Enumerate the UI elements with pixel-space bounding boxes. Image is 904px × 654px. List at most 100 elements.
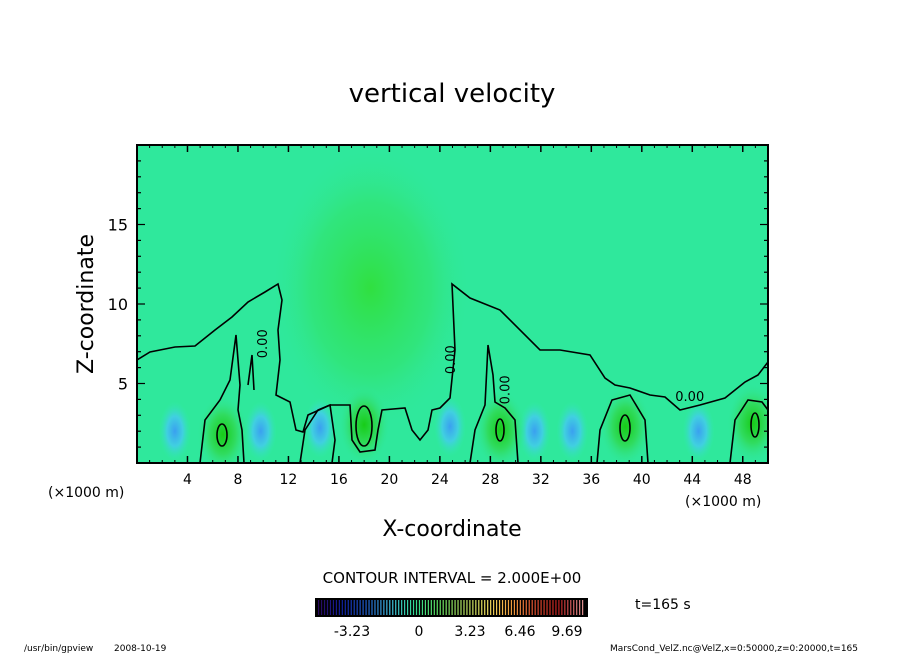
colorbar-stripe [365, 600, 367, 615]
x-axis-label: X-coordinate [382, 517, 521, 542]
colorbar-stripe [329, 600, 332, 615]
colorbar-stripe [335, 600, 337, 615]
updraft-core [599, 386, 652, 463]
colorbar-stripe [347, 600, 349, 615]
colorbar-stripe [567, 600, 569, 615]
y-tick-label: 15 [108, 216, 128, 235]
zero-contour-lines [137, 282, 768, 463]
colorbar-stripe [380, 600, 382, 615]
downdraft-core [518, 401, 551, 462]
downdraft-core [244, 401, 277, 462]
colorbar-stripe [516, 600, 518, 615]
colorbar-stripe [463, 600, 465, 615]
colorbar-stripe [424, 600, 426, 615]
colorbar-stripe [490, 600, 492, 615]
x-tick-label: 40 [633, 472, 651, 488]
colorbar-stripe [478, 600, 480, 615]
colorbar-stripe [484, 600, 486, 615]
colorbar-stripe [341, 600, 343, 615]
x-tick-label: 8 [233, 472, 242, 488]
colorbar-stripe [504, 600, 507, 615]
colorbar-stripe [412, 600, 415, 615]
colorbar-stripe [528, 600, 530, 615]
x-tick-label: 24 [431, 472, 449, 488]
colorbar-stripe [507, 600, 510, 615]
colorbar-stripe [460, 600, 462, 615]
colorbar-stripe [537, 600, 539, 615]
colorbar-stripe [457, 600, 459, 615]
colorbar-stripe [374, 600, 376, 615]
colorbar-stripe [318, 600, 320, 615]
updraft-core [474, 389, 527, 463]
colorbar-stripe [323, 600, 326, 615]
colorbar-stripe [519, 600, 521, 615]
colorbar-stripe [487, 600, 489, 615]
downdraft-core [158, 401, 191, 462]
colorbar-stripe [481, 600, 483, 615]
colorbar-stripe [356, 600, 358, 615]
colorbar-stripe [576, 600, 578, 615]
colorbar-stripe [398, 600, 400, 615]
colorbar-stripe [320, 600, 323, 615]
colorbar-stripe [407, 600, 409, 615]
colorbar-stripe [386, 600, 388, 615]
contour-label: 0.00 [444, 345, 459, 374]
time-label: t=165 s [635, 597, 691, 613]
colorbar-stripe [546, 600, 548, 615]
x-tick-label: 20 [380, 472, 398, 488]
colorbar-stripe [395, 600, 397, 615]
colorbar: -3.23 0 3.23 6.46 9.69 [315, 598, 588, 640]
x-unit-right: (×1000 m) [685, 494, 761, 510]
colorbar-stripe [368, 600, 370, 615]
colorbar-stripe [442, 600, 444, 615]
y-tick-label: 10 [108, 295, 128, 314]
colorbar-stripe [501, 600, 504, 615]
colorbar-stripe [418, 600, 421, 615]
x-tick-label: 36 [582, 472, 600, 488]
x-tick-label: 16 [330, 472, 348, 488]
colorbar-stripe [389, 600, 391, 615]
colorbar-stripe [469, 600, 471, 615]
x-tick-label: 28 [481, 472, 499, 488]
contour-label: 0.00 [675, 390, 704, 405]
colorbar-stripe [564, 600, 566, 615]
colorbar-stripe [472, 600, 474, 615]
colorbar-stripe [353, 600, 355, 615]
colorbar-stripe [513, 600, 515, 615]
updraft-core [726, 383, 768, 463]
colorbar-stripe [371, 600, 373, 615]
colorbar-stripe [392, 600, 394, 615]
footer-source: MarsCond_VelZ.nc@VelZ,x=0:50000,z=0:2000… [610, 644, 858, 654]
colorbar-stripe [579, 600, 581, 615]
colorbar-tick-label: -3.23 [334, 624, 370, 640]
colorbar-stripe [433, 600, 435, 615]
colorbar-tick-label: 6.46 [504, 624, 535, 640]
updraft-plume [269, 145, 472, 432]
colorbar-tick-label: 3.23 [454, 624, 485, 640]
colorbar-stripe [561, 600, 563, 615]
colorbar-stripe [496, 600, 498, 615]
colorbar-stripe [332, 600, 335, 615]
colorbar-stripe [439, 600, 441, 615]
colorbar-stripe [540, 600, 542, 615]
colorbar-stripe [454, 600, 456, 615]
colorbar-stripe [549, 600, 551, 615]
colorbar-stripe [522, 600, 524, 615]
colorbar-stripe [344, 600, 346, 615]
colorbar-stripe [475, 600, 477, 615]
x-tick-label: 32 [532, 472, 550, 488]
colorbar-stripe [552, 600, 554, 615]
x-tick-label: 48 [734, 472, 752, 488]
x-tick-label: 44 [683, 472, 701, 488]
colorbar-stripe [555, 600, 557, 615]
colorbar-stripe [421, 600, 424, 615]
downdraft-core [303, 398, 336, 459]
colorbar-stripe [436, 600, 438, 615]
colorbar-stripe [326, 600, 329, 615]
colorbar-stripe [543, 600, 545, 615]
colorbar-stripe [466, 600, 468, 615]
footer-program: /usr/bin/gpview [24, 644, 93, 654]
colorbar-tick-label: 9.69 [551, 624, 582, 640]
footer-date: 2008-10-19 [114, 644, 167, 654]
